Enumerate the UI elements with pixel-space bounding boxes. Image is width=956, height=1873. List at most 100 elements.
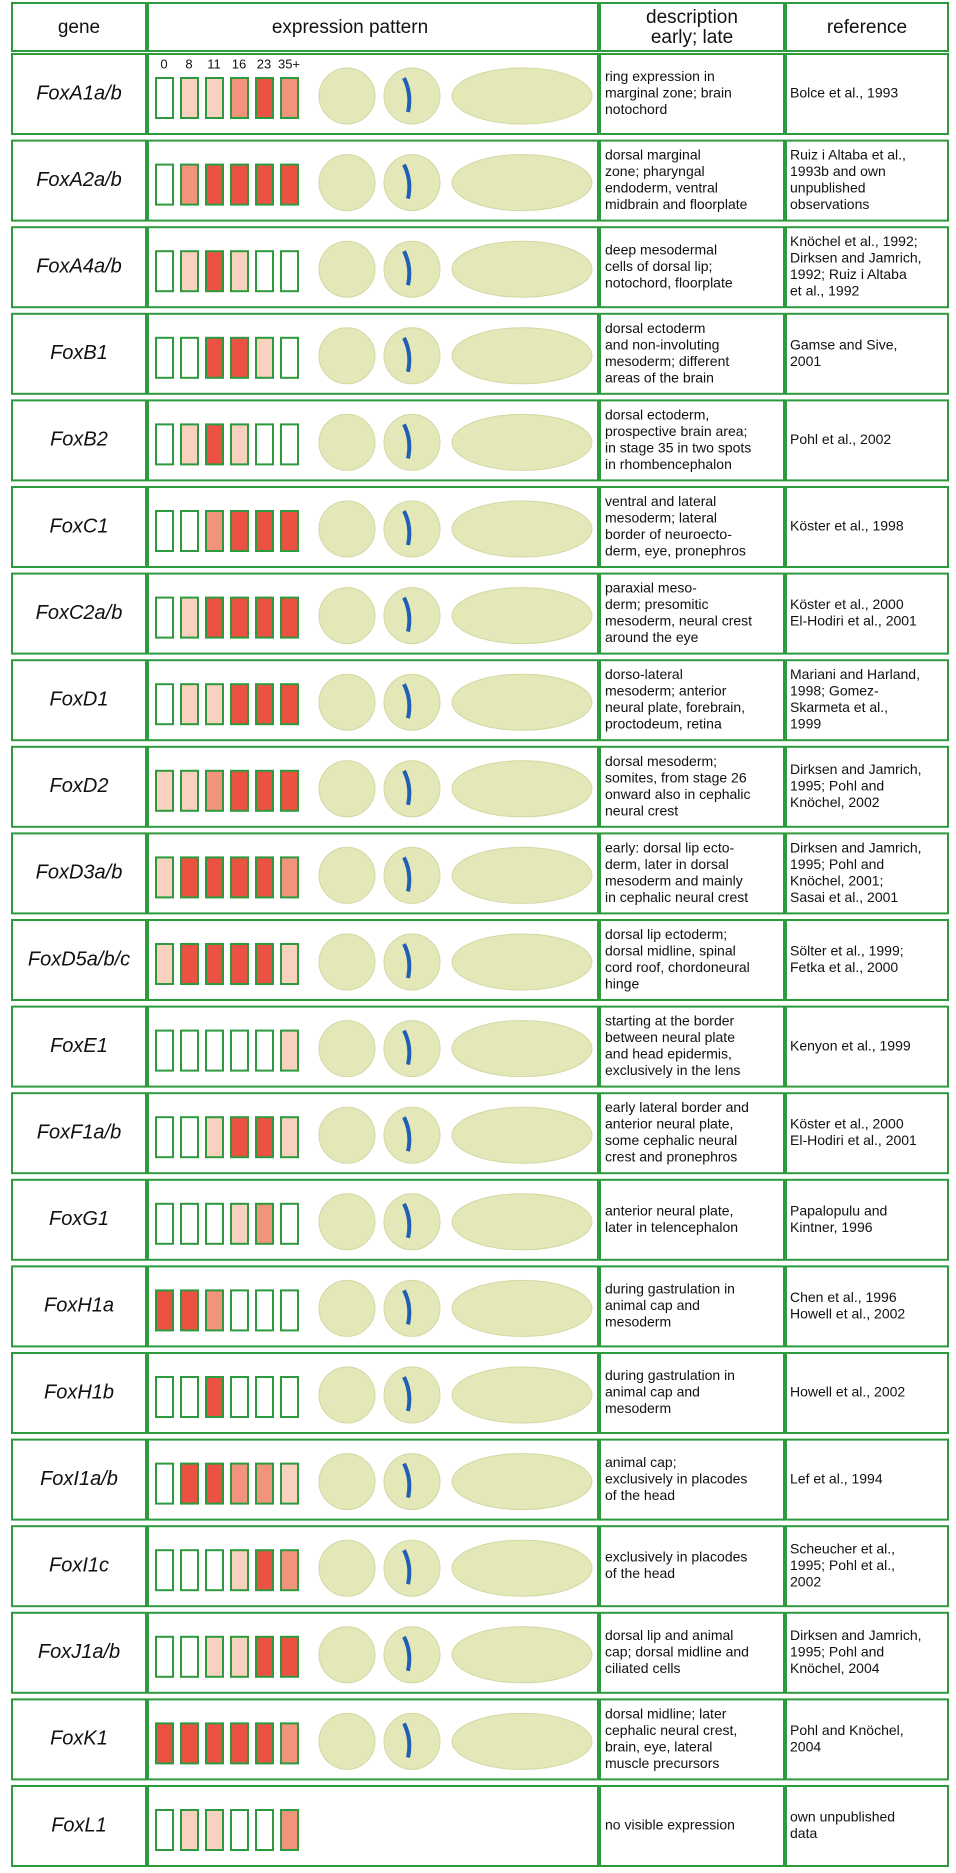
cell — [599, 226, 785, 309]
cell — [599, 1438, 785, 1521]
gene-name: FoxI1c — [49, 1554, 109, 1576]
cell — [599, 659, 785, 742]
expression-box — [280, 510, 299, 552]
reference: observations — [790, 196, 869, 212]
embryo — [383, 500, 441, 558]
expression-box — [280, 1376, 299, 1418]
gene-name: FoxA2a/b — [36, 169, 122, 191]
expression-box — [205, 250, 224, 293]
expression-box — [230, 856, 249, 899]
description: early lateral border and — [605, 1099, 749, 1115]
reference: 2001 — [790, 353, 821, 369]
expression-box — [255, 1809, 274, 1851]
cell — [147, 1525, 599, 1608]
expression-box — [280, 1202, 299, 1245]
expression-box — [205, 1722, 224, 1765]
expression-box — [280, 1809, 299, 1851]
description: dorsal marginal — [605, 147, 701, 163]
embryo — [451, 500, 593, 558]
cell — [147, 226, 599, 309]
cell — [11, 572, 147, 655]
cell — [147, 1265, 599, 1348]
cell — [785, 139, 949, 222]
cell — [11, 1092, 147, 1175]
embryo — [451, 1279, 593, 1337]
cell — [11, 659, 147, 742]
cell — [147, 399, 599, 482]
description: in stage 35 in two spots — [605, 439, 751, 455]
embryo — [318, 1712, 376, 1770]
expression-box — [205, 510, 224, 552]
expression-box — [155, 336, 174, 379]
cell — [599, 832, 785, 915]
expression-pattern — [402, 1635, 412, 1672]
reference: Gamse and Sive, — [790, 336, 897, 352]
cell — [785, 53, 949, 135]
expression-box — [230, 423, 249, 466]
description: marginal zone; brain — [605, 85, 732, 101]
reference: et al., 1992 — [790, 283, 859, 299]
description: mesoderm — [605, 1400, 671, 1416]
expression-box — [155, 1376, 174, 1418]
expression-box — [205, 1809, 224, 1851]
reference: own unpublished — [790, 1808, 895, 1824]
reference: unpublished — [790, 180, 866, 196]
cell — [785, 1785, 949, 1867]
stage-label: 35+ — [278, 56, 300, 71]
cell — [11, 53, 147, 135]
expression-box — [155, 1462, 174, 1505]
gene-name: FoxD2 — [50, 775, 109, 797]
description: mesoderm — [605, 1314, 671, 1330]
reference: 1995; Pohl and — [790, 778, 884, 794]
expression-pattern — [402, 1462, 412, 1499]
expression-box — [205, 856, 224, 899]
description: muscle precursors — [605, 1755, 719, 1771]
description: ciliated cells — [605, 1660, 680, 1676]
header-gene: gene — [58, 17, 100, 38]
cell — [147, 312, 599, 395]
cell — [785, 486, 949, 568]
expression-box — [280, 1635, 299, 1678]
expression-box — [255, 1116, 274, 1159]
cell — [11, 1352, 147, 1434]
embryo — [451, 67, 593, 125]
header-reference: reference — [827, 17, 907, 38]
embryo — [451, 327, 593, 385]
expression-box — [155, 1722, 174, 1765]
cell — [785, 1178, 949, 1261]
reference: Ruiz i Altaba et al., — [790, 147, 906, 163]
reference: Mariani and Harland, — [790, 666, 920, 682]
description: proctodeum, retina — [605, 716, 722, 732]
expression-box — [205, 596, 224, 639]
description: crest and pronephros — [605, 1149, 737, 1165]
embryo — [318, 1106, 376, 1164]
cell — [147, 745, 599, 828]
expression-box — [280, 596, 299, 639]
description: prospective brain area; — [605, 423, 747, 439]
embryo — [383, 1106, 441, 1164]
expression-pattern — [402, 1549, 412, 1585]
description: dorsal ectoderm — [605, 320, 705, 336]
expression-box — [230, 336, 249, 379]
description: in cephalic neural crest — [605, 889, 748, 905]
description: areas of the brain — [605, 369, 714, 385]
expression-box — [230, 1202, 249, 1245]
expression-box — [180, 1549, 199, 1592]
cell — [147, 53, 599, 135]
embryo — [318, 587, 376, 645]
embryo — [451, 587, 593, 645]
cell — [599, 312, 785, 395]
description: exclusively in placodes — [605, 1549, 747, 1565]
expression-pattern — [402, 250, 412, 286]
reference: data — [790, 1825, 817, 1841]
description: early: dorsal lip ecto- — [605, 839, 735, 855]
expression-box — [230, 596, 249, 639]
expression-box — [230, 1722, 249, 1765]
expression-box — [180, 683, 199, 726]
description: dorsal lip and animal — [605, 1627, 733, 1643]
reference: Dirksen and Jamrich, — [790, 839, 922, 855]
description: mesoderm; different — [605, 353, 729, 369]
expression-box — [255, 1462, 274, 1505]
description: dorsal mesoderm; — [605, 753, 717, 769]
expression-box — [255, 250, 274, 293]
